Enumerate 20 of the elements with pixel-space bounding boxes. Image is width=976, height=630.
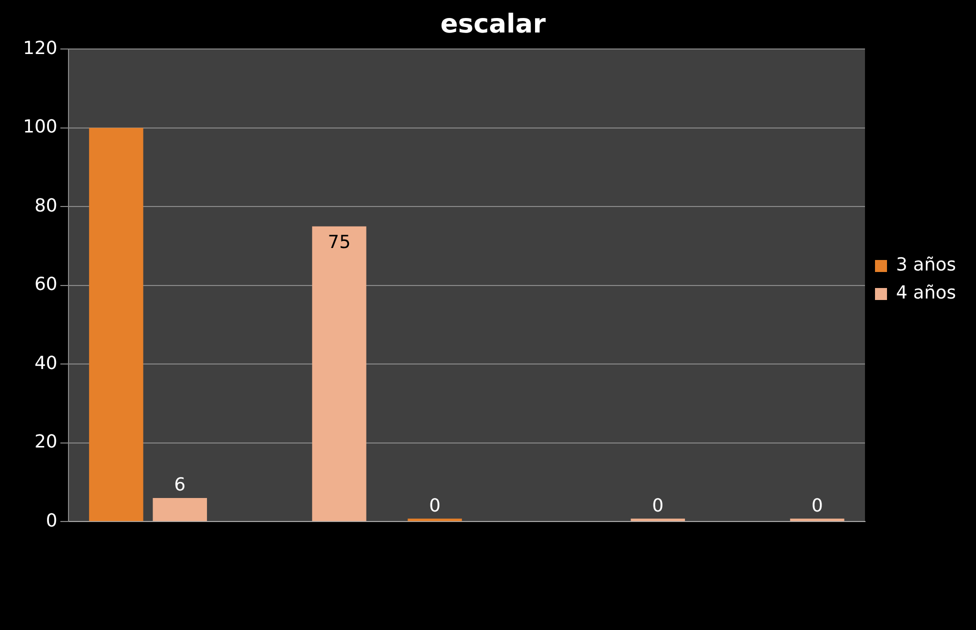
legend-label: 3 años — [896, 254, 956, 276]
data-label: 0 — [652, 495, 664, 516]
y-tick-label: 20 — [34, 432, 58, 453]
y-tick-label: 80 — [34, 195, 58, 216]
y-tick-label: 40 — [34, 352, 58, 374]
bar — [790, 518, 844, 522]
bar — [312, 226, 366, 522]
bar — [89, 128, 144, 522]
data-label: 0 — [429, 495, 441, 516]
chart-title: escalar — [440, 9, 546, 40]
legend-label: 4 años — [896, 282, 956, 304]
y-tick-label: 60 — [34, 274, 58, 296]
y-tick-label: 120 — [22, 38, 58, 59]
data-label: 75 — [328, 232, 351, 254]
y-tick-label: 100 — [22, 116, 58, 138]
data-label: 6 — [174, 474, 186, 496]
bar — [630, 518, 685, 522]
y-tick-label: 0 — [46, 510, 58, 532]
data-label: 0 — [811, 495, 823, 516]
bar — [408, 518, 462, 522]
